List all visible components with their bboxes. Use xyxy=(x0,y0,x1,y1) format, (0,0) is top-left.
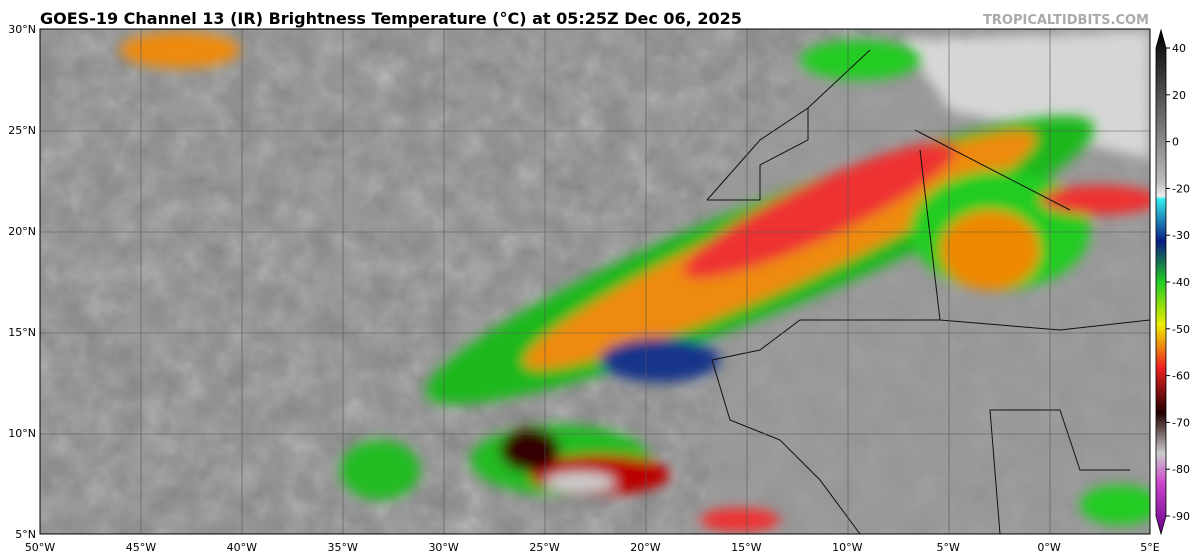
lon-label: 30°W xyxy=(428,541,458,554)
map-frame xyxy=(39,28,1151,535)
title: GOES-19 Channel 13 (IR) Brightness Tempe… xyxy=(40,9,742,28)
colorbar-label: -80 xyxy=(1172,463,1190,476)
lat-label: 5°N xyxy=(15,528,36,541)
lon-label: 0°W xyxy=(1037,541,1060,554)
lon-label: 50°W xyxy=(25,541,55,554)
colorbar-label: -50 xyxy=(1172,323,1190,336)
colorbar-label: 40 xyxy=(1172,42,1186,55)
colorbar xyxy=(1155,28,1167,536)
colorbar-label: -60 xyxy=(1172,370,1190,383)
lon-label: 15°W xyxy=(731,541,761,554)
lon-label: 10°W xyxy=(832,541,862,554)
lat-label: 25°N xyxy=(8,124,36,137)
lat-label: 10°N xyxy=(8,427,36,440)
credit: TROPICALTIDBITS.COM xyxy=(983,13,1149,28)
lon-label: 35°W xyxy=(328,541,358,554)
graticule xyxy=(40,29,1150,534)
satellite-image xyxy=(40,29,1150,534)
colorbar-label: -20 xyxy=(1172,182,1190,195)
colorbar-label: -70 xyxy=(1172,416,1190,429)
colorbar-label: -90 xyxy=(1172,510,1190,523)
colorbar-label: -30 xyxy=(1172,229,1190,242)
lat-label: 20°N xyxy=(8,225,36,238)
colorbar-label: 20 xyxy=(1172,89,1186,102)
labels: 30°N 25°N 20°N 15°N 10°N 5°N50°W 45°W 40°W 35°W 3… xyxy=(8,23,1190,554)
lat-label: 30°N xyxy=(8,23,36,36)
lon-label: 40°W xyxy=(227,541,257,554)
lon-label: 20°W xyxy=(630,541,660,554)
lat-label: 15°N xyxy=(8,326,36,339)
lon-label: 25°W xyxy=(529,541,559,554)
colorbar-label: -40 xyxy=(1172,276,1190,289)
lon-label: 5°E xyxy=(1140,541,1159,554)
lon-label: 5°W xyxy=(936,541,959,554)
lon-label: 45°W xyxy=(126,541,156,554)
colorbar-label: 0 xyxy=(1172,136,1179,149)
